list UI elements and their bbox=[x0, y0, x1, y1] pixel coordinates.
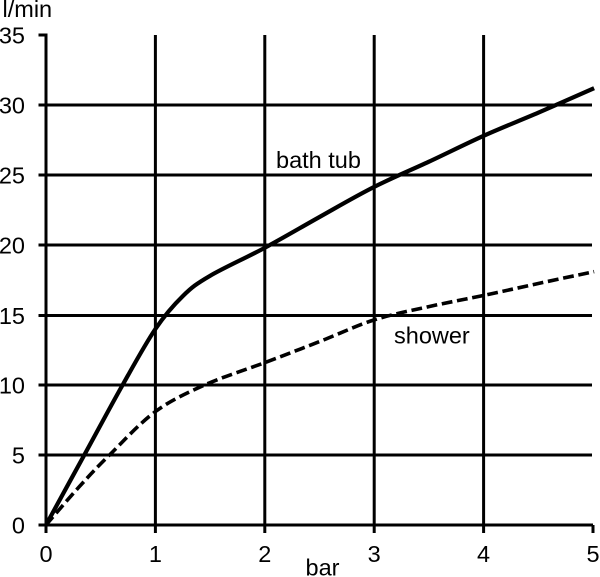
svg-text:5: 5 bbox=[586, 541, 599, 567]
svg-text:5: 5 bbox=[12, 443, 25, 469]
svg-text:bar: bar bbox=[306, 555, 340, 577]
svg-text:l/min: l/min bbox=[3, 0, 53, 22]
svg-text:0: 0 bbox=[12, 513, 25, 539]
svg-text:10: 10 bbox=[0, 373, 25, 399]
svg-text:4: 4 bbox=[477, 541, 490, 567]
svg-text:2: 2 bbox=[258, 541, 271, 567]
svg-text:bath tub: bath tub bbox=[276, 147, 361, 173]
svg-text:20: 20 bbox=[0, 233, 25, 259]
svg-text:3: 3 bbox=[368, 541, 381, 567]
svg-text:15: 15 bbox=[0, 303, 25, 329]
svg-text:30: 30 bbox=[0, 93, 25, 119]
svg-text:1: 1 bbox=[149, 541, 162, 567]
svg-text:25: 25 bbox=[0, 163, 25, 189]
svg-text:35: 35 bbox=[0, 23, 25, 49]
svg-text:0: 0 bbox=[39, 541, 52, 567]
svg-text:shower: shower bbox=[394, 323, 470, 349]
